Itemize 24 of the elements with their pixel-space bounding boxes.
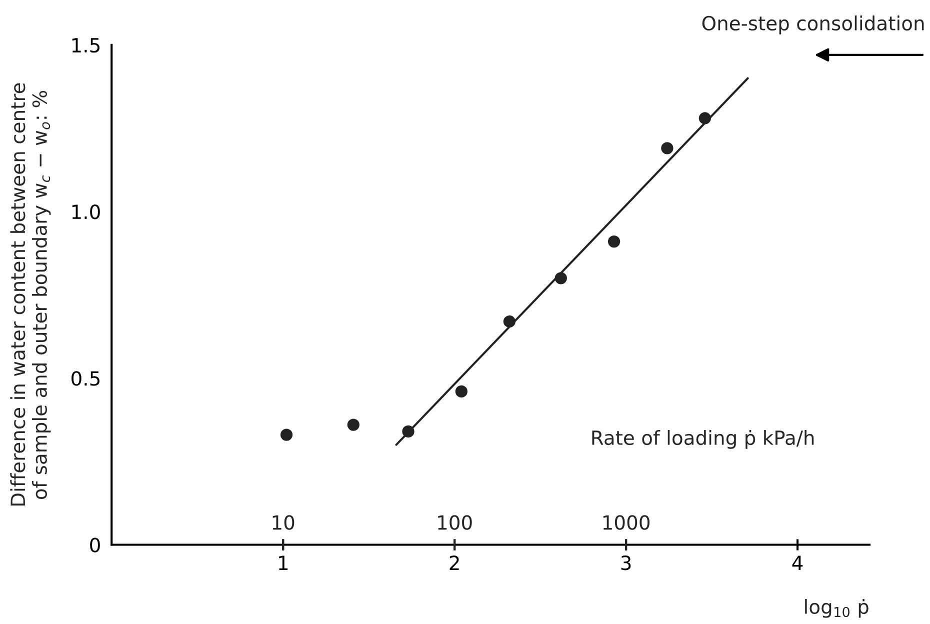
point — [608, 235, 620, 248]
point — [661, 142, 674, 154]
y-tick-label: 0 — [90, 538, 100, 552]
point — [347, 418, 360, 431]
y-axis-title: Difference in water content between centre of sample and outer boundary w$_{c}$ − w$_{o}$: % — [10, 83, 51, 506]
y-tick-label: 0.5 — [72, 371, 100, 386]
x-tick-label: 4 — [792, 556, 803, 570]
point — [503, 315, 516, 328]
x2-tick-label: 1000 — [603, 515, 650, 530]
x2-axis-title: Rate of loading ṗ kPa/h — [592, 430, 814, 449]
point — [455, 385, 468, 398]
y-tick-label: 1.5 — [72, 38, 100, 53]
x-axis-title: log$_{10}$ ṗ — [805, 598, 868, 618]
x-tick-label: 2 — [450, 556, 459, 570]
y-tick-label: 1.0 — [72, 204, 100, 220]
x-tick-label: 3 — [621, 556, 631, 570]
x-tick-label: 1 — [279, 556, 288, 570]
text: One-step consolidation — [702, 16, 924, 34]
point — [698, 112, 711, 124]
point — [402, 425, 414, 438]
point — [554, 272, 567, 284]
x2-tick-label: 100 — [438, 515, 472, 530]
x2-tick-label: 10 — [272, 515, 294, 530]
point — [280, 428, 293, 441]
